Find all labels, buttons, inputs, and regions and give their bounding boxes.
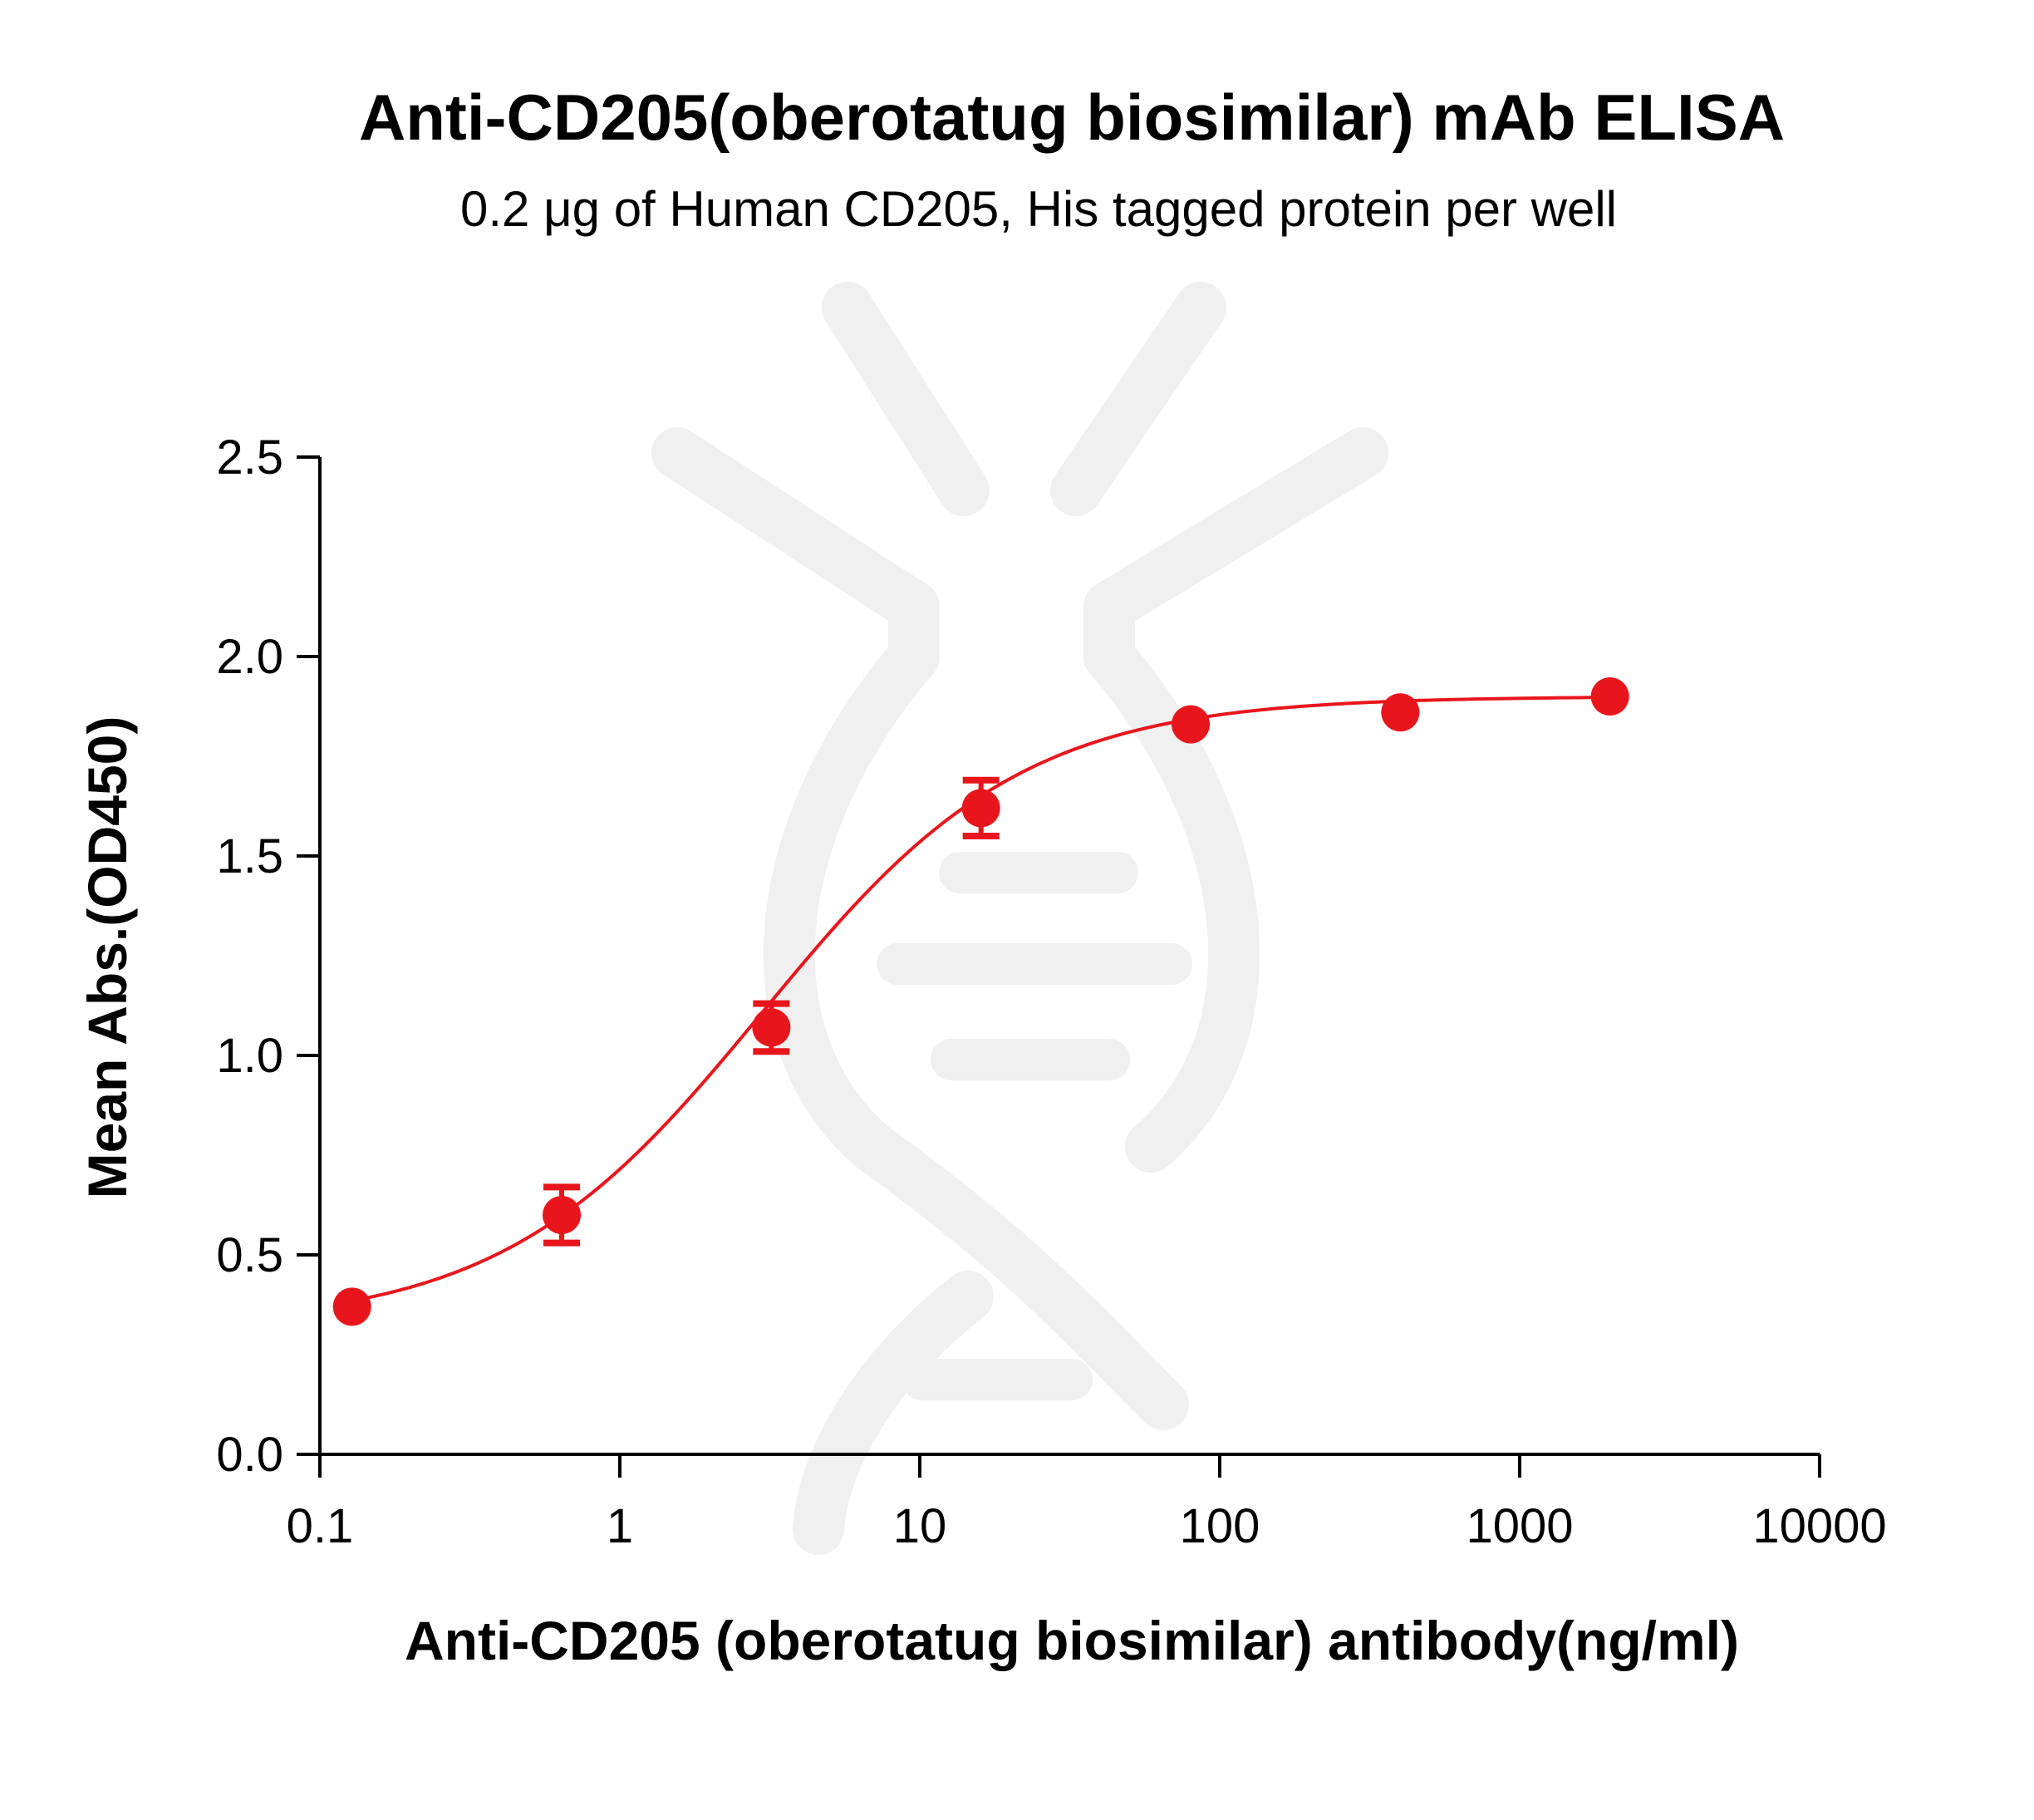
y-tick-label: 2.0 [216,630,283,684]
y-tick-label: 0.0 [216,1428,283,1482]
watermark-stroke [763,631,1189,1430]
watermark-stroke [793,1271,994,1555]
chart-subtitle: 0.2 μg of Human CD205, His tagged protei… [460,181,1617,237]
ticks: 0.1 1 10 100 1000 10000 0.0 0.5 1.0 1.5 2.0 2.5 [216,430,1886,1553]
watermark-stroke [1083,631,1260,1173]
x-tick-label: 1 [607,1499,633,1553]
data-points [332,677,1629,1326]
y-tick-label: 1.5 [216,829,283,883]
data-point [543,1196,582,1234]
x-axis-label: Anti-CD205 (oberotatug biosimilar) antib… [405,1610,1739,1671]
watermark-stroke [1083,427,1388,682]
watermark-stroke [1050,282,1226,516]
chart-title: Anti-CD205(oberotatug biosimilar) mAb EL… [359,81,1785,154]
x-tick-label: 0.1 [287,1499,354,1553]
x-tick-label: 1000 [1466,1499,1573,1553]
data-point [961,789,1000,828]
data-point [1590,677,1629,716]
data-point [1381,693,1420,732]
data-point [1172,705,1211,744]
y-tick-label: 2.5 [216,430,283,485]
y-tick-label: 0.5 [216,1228,283,1282]
data-point [332,1287,371,1326]
y-axis-label: Mean Abs.(OD450) [76,716,138,1199]
x-tick-label: 10 [893,1499,947,1553]
y-tick-label: 1.0 [216,1029,283,1083]
x-tick-label: 100 [1180,1499,1260,1553]
watermark-stroke [651,427,940,682]
watermark-logo [651,282,1388,1555]
watermark-stroke [822,282,990,516]
x-tick-label: 10000 [1752,1499,1886,1553]
data-point [752,1008,791,1047]
axes [318,457,1820,1456]
